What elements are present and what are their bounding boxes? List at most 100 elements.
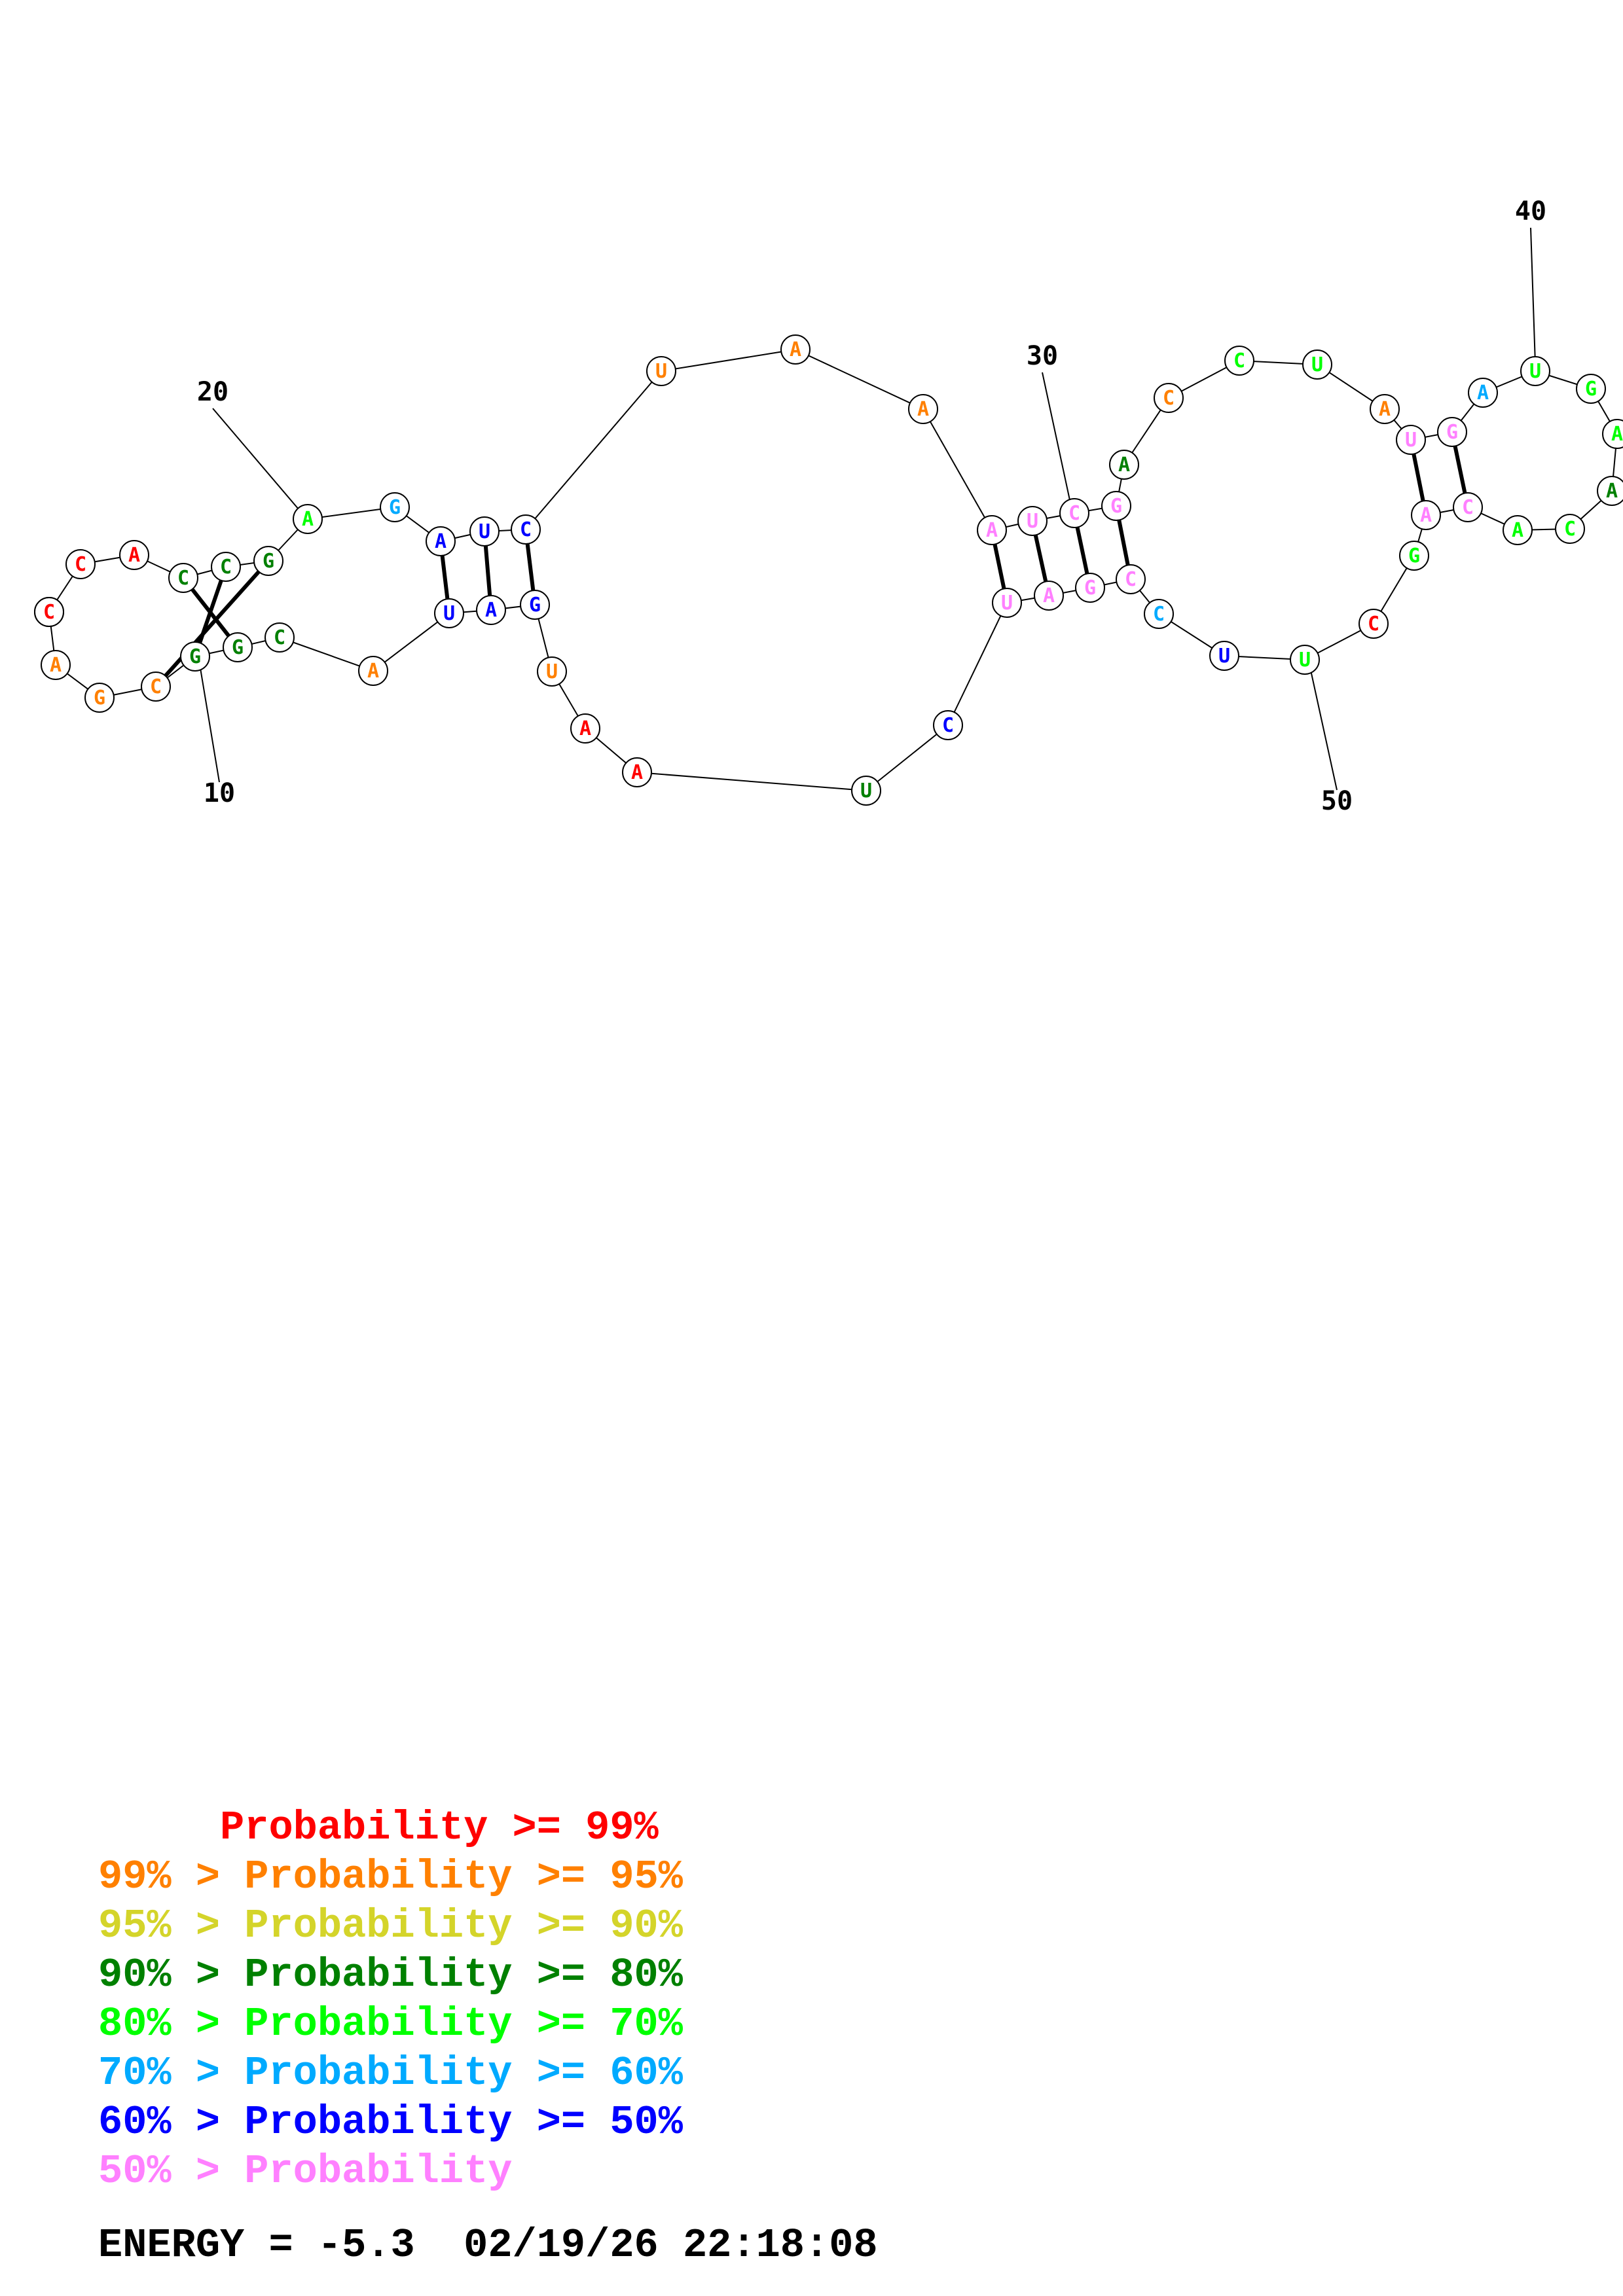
nucleotide: C xyxy=(1555,514,1585,544)
nucleotide: A xyxy=(1411,500,1441,530)
nucleotide-circle xyxy=(1075,573,1105,603)
nucleotide-circle xyxy=(168,563,198,593)
nucleotide: U xyxy=(1520,356,1550,386)
nucleotide-circle xyxy=(223,632,253,662)
nucleotide: C xyxy=(141,672,171,702)
nucleotides: CCACCGAGAUCUAAAUCGACCUAUGAUGAACACAGCUUCC… xyxy=(34,334,1623,806)
nucleotide-circle xyxy=(992,588,1022,618)
position-label-tick xyxy=(1042,372,1072,510)
nucleotide-base: C xyxy=(220,556,232,579)
nucleotide: G xyxy=(1437,417,1467,447)
nucleotide-base: U xyxy=(860,780,872,802)
nucleotide: C xyxy=(264,622,295,653)
nucleotide-base: A xyxy=(986,519,998,542)
nucleotide-base: A xyxy=(50,654,62,677)
backbone-segment xyxy=(279,637,374,672)
nucleotide-circle xyxy=(380,492,410,522)
nucleotide-circle xyxy=(511,514,541,545)
nucleotide-base: A xyxy=(579,717,591,740)
nucleotide-base: A xyxy=(435,530,447,553)
position-label: 30 xyxy=(1027,341,1058,371)
nucleotide-base: C xyxy=(1233,350,1245,372)
nucleotide-base: C xyxy=(1564,518,1576,541)
nucleotide: C xyxy=(34,597,64,627)
nucleotide-base: U xyxy=(1299,649,1311,672)
nucleotide-base: C xyxy=(1163,387,1175,410)
nucleotide-base: A xyxy=(1512,519,1523,542)
nucleotide-base: A xyxy=(1611,423,1623,446)
nucleotide: G xyxy=(223,632,253,662)
nucleotide-base: A xyxy=(1379,398,1391,421)
nucleotide-circle xyxy=(1503,515,1533,545)
nucleotide: U xyxy=(537,656,567,687)
nucleotide-circle xyxy=(1453,492,1483,522)
energy-value: -5.3 xyxy=(317,2222,415,2269)
nucleotide: U xyxy=(1302,350,1332,380)
nucleotide: C xyxy=(933,710,963,740)
legend-row: 60% > Probability >= 50% xyxy=(98,2099,683,2145)
nucleotide-circle xyxy=(253,546,283,576)
nucleotide-base: C xyxy=(520,518,532,541)
nucleotide: C xyxy=(65,549,96,579)
position-label-tick xyxy=(212,408,303,514)
nucleotide-circle xyxy=(264,622,295,653)
nucleotide: C xyxy=(1059,498,1089,528)
nucleotide: A xyxy=(780,334,811,365)
nucleotide-circle xyxy=(1396,425,1426,455)
nucleotide-circle xyxy=(908,394,938,424)
nucleotide-base: U xyxy=(443,602,455,625)
nucleotide-circle xyxy=(1101,491,1131,521)
nucleotide: A xyxy=(426,526,456,556)
nucleotide-base: C xyxy=(150,675,162,698)
base-pair-bond xyxy=(193,566,228,657)
nucleotide-circle xyxy=(1059,498,1089,528)
nucleotide-base: C xyxy=(75,553,86,576)
nucleotide: A xyxy=(977,515,1007,545)
nucleotide-circle xyxy=(1290,645,1320,675)
nucleotide-base: C xyxy=(43,601,55,624)
nucleotide: A xyxy=(1597,476,1623,506)
nucleotide-circle xyxy=(1399,541,1429,571)
nucleotide-base: G xyxy=(232,636,244,659)
legend-row: Probability >= 99% xyxy=(98,1804,659,1851)
backbone-segment xyxy=(922,408,993,531)
nucleotide: A xyxy=(358,656,388,686)
nucleotide: G xyxy=(180,641,210,672)
nucleotide-circle xyxy=(1144,599,1174,629)
legend-row: 99% > Probability >= 95% xyxy=(98,1854,683,1900)
backbone-segment xyxy=(525,370,662,530)
nucleotide-circle xyxy=(1109,450,1139,480)
nucleotide: C xyxy=(1154,383,1184,413)
nucleotide-circle xyxy=(1034,581,1064,611)
nucleotide: A xyxy=(570,713,600,744)
nucleotide-base: G xyxy=(389,496,401,519)
nucleotide-circle xyxy=(1597,476,1623,506)
backbone-segment xyxy=(373,613,450,672)
nucleotide: C xyxy=(511,514,541,545)
nucleotide-base: A xyxy=(1420,504,1432,527)
nucleotide-circle xyxy=(1370,394,1400,424)
nucleotide-base: A xyxy=(1606,480,1618,503)
nucleotide-circle xyxy=(41,650,71,680)
nucleotide-circle xyxy=(141,672,171,702)
nucleotide-circle xyxy=(1555,514,1585,544)
nucleotide-circle xyxy=(1576,374,1606,404)
base-pair-bonds xyxy=(154,431,1470,689)
nucleotide: A xyxy=(476,595,506,625)
nucleotide: C xyxy=(168,563,198,593)
nucleotide-base: U xyxy=(1027,510,1038,533)
nucleotide: G xyxy=(1399,541,1429,571)
backbone-segment xyxy=(795,349,924,410)
nucleotide: C xyxy=(1453,492,1483,522)
nucleotide: G xyxy=(1075,573,1105,603)
nucleotide-base: C xyxy=(1068,502,1080,525)
backbone-segment xyxy=(636,772,867,791)
nucleotide-base: G xyxy=(263,550,274,573)
backbone-segment xyxy=(866,725,949,791)
nucleotide-circle xyxy=(622,757,652,787)
base-pair-bond xyxy=(154,559,270,689)
energy-label: ENERGY = xyxy=(98,2222,318,2269)
nucleotide-circle xyxy=(520,590,550,620)
nucleotide: U xyxy=(1396,425,1426,455)
